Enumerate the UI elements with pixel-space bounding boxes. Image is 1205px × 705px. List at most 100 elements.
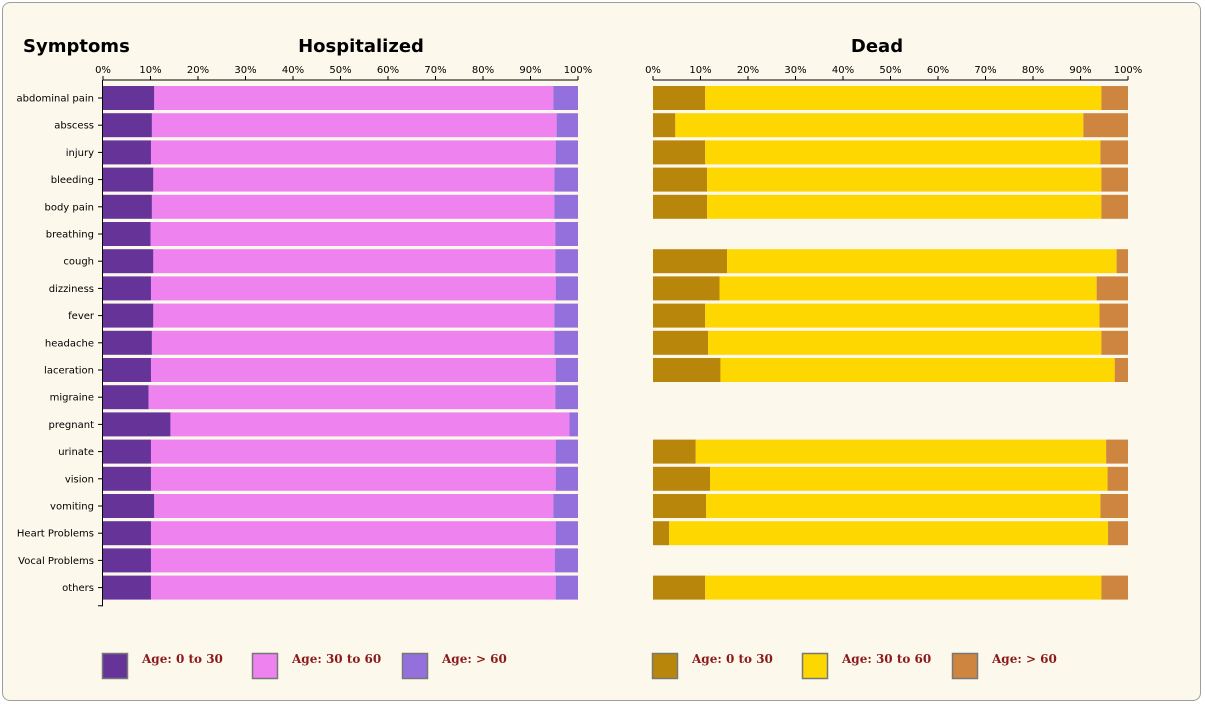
- x-tick-label: 80%: [1022, 65, 1044, 76]
- bar-segment: [1116, 249, 1128, 274]
- bar-segment: [653, 167, 708, 192]
- category-label: others: [62, 583, 94, 594]
- bar-segment: [103, 303, 154, 328]
- bar-segment: [1108, 521, 1128, 546]
- bar-segment: [151, 330, 555, 355]
- bar-segment: [103, 439, 151, 464]
- bar-segment: [653, 494, 707, 518]
- bar-segment: [153, 249, 556, 274]
- legend-swatch: [251, 652, 279, 680]
- bar-segment: [555, 521, 578, 546]
- category-label: migraine: [50, 393, 94, 404]
- bar-segment: [705, 575, 1102, 600]
- bar-segment: [653, 140, 706, 165]
- legend-swatch: [951, 652, 979, 680]
- x-tick-label: 20%: [737, 65, 759, 76]
- bar-segment: [710, 466, 1108, 491]
- bar-segment: [1101, 194, 1128, 219]
- x-tick-label: 90%: [1069, 65, 1091, 76]
- legend-label: Age: > 60: [441, 652, 507, 666]
- bar-segment: [569, 412, 578, 437]
- bar-segment: [103, 222, 151, 246]
- x-tick-label: 70%: [424, 65, 446, 76]
- bar-segment: [653, 358, 721, 382]
- bar-segment: [708, 330, 1102, 355]
- bar-segment: [1100, 494, 1128, 518]
- bar-segment: [1106, 439, 1128, 464]
- bar-segment: [720, 358, 1115, 382]
- bar-segment: [103, 86, 155, 110]
- category-label: vomiting: [50, 502, 94, 513]
- panel-title: Dead: [851, 36, 903, 57]
- x-tick-label: 50%: [329, 65, 351, 76]
- x-tick-label: 10%: [689, 65, 711, 76]
- bar-segment: [653, 575, 706, 600]
- bar-segment: [555, 249, 578, 274]
- bar-segment: [151, 113, 557, 138]
- bar-segment: [103, 113, 152, 138]
- category-label: urinate: [58, 447, 94, 458]
- bar-segment: [554, 330, 578, 355]
- bar-segment: [705, 303, 1100, 328]
- bar-segment: [707, 167, 1102, 192]
- category-label: vision: [65, 474, 94, 485]
- bar-segment: [150, 140, 556, 165]
- category-label: headache: [45, 338, 94, 349]
- bar-segment: [103, 140, 151, 165]
- bar-segment: [653, 194, 708, 219]
- x-tick-label: 60%: [927, 65, 949, 76]
- category-label: dizziness: [49, 284, 94, 295]
- bar-segment: [150, 548, 555, 573]
- bar-segment: [150, 439, 556, 464]
- bar-segment: [150, 276, 556, 301]
- bar-segment: [170, 412, 570, 437]
- bar-segment: [695, 439, 1107, 464]
- bar-segment: [103, 466, 151, 491]
- x-tick-label: 20%: [187, 65, 209, 76]
- bar-segment: [1107, 466, 1128, 491]
- bar-segment: [707, 194, 1102, 219]
- bar-segment: [103, 521, 151, 546]
- bar-segment: [555, 575, 578, 600]
- category-label: Vocal Problems: [18, 556, 94, 567]
- x-tick-label: 0%: [645, 65, 661, 76]
- legend-label: Age: 30 to 60: [841, 652, 931, 666]
- bar-segment: [653, 86, 706, 110]
- x-tick-label: 10%: [139, 65, 161, 76]
- bar-segment: [554, 303, 578, 328]
- legend-label: Age: 30 to 60: [291, 652, 381, 666]
- bar-segment: [554, 194, 578, 219]
- x-tick-label: 70%: [974, 65, 996, 76]
- x-tick-label: 90%: [519, 65, 541, 76]
- legend-swatch: [401, 652, 429, 680]
- x-tick-label: 30%: [784, 65, 806, 76]
- bar-segment: [148, 385, 556, 410]
- bar-segment: [103, 330, 152, 355]
- x-tick-label: 40%: [282, 65, 304, 76]
- bar-segment: [653, 303, 706, 328]
- legend-swatch: [651, 652, 679, 680]
- bar-segment: [103, 412, 171, 437]
- bar-segment: [103, 575, 151, 600]
- bar-segment: [1100, 140, 1128, 165]
- x-tick-label: 100%: [1114, 65, 1143, 76]
- category-label: breathing: [46, 230, 94, 241]
- category-label: laceration: [44, 366, 94, 377]
- x-tick-label: 40%: [832, 65, 854, 76]
- bar-segment: [555, 439, 578, 464]
- bar-segment: [103, 494, 155, 518]
- bar-segment: [153, 303, 555, 328]
- bar-segment: [555, 385, 578, 410]
- legend-swatch: [101, 652, 129, 680]
- bar-segment: [705, 86, 1102, 110]
- bar-segment: [653, 521, 670, 546]
- bar-segment: [1101, 330, 1128, 355]
- bar-segment: [653, 330, 709, 355]
- bar-segment: [554, 548, 578, 573]
- category-label: abdominal pain: [17, 94, 94, 105]
- category-label: body pain: [44, 202, 94, 213]
- bar-segment: [103, 167, 154, 192]
- bar-segment: [555, 222, 578, 246]
- bar-segment: [555, 276, 578, 301]
